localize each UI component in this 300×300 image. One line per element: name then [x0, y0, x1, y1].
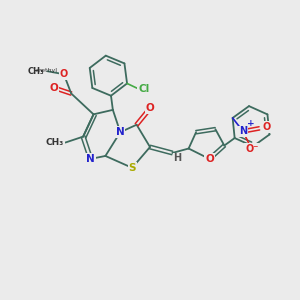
Text: N: N	[86, 154, 95, 164]
Text: Cl: Cl	[138, 84, 149, 94]
Text: O: O	[60, 69, 68, 79]
Text: CH₃: CH₃	[28, 67, 44, 76]
Text: S: S	[128, 163, 136, 173]
Text: N: N	[239, 126, 247, 136]
Text: O: O	[49, 82, 58, 93]
Text: O: O	[205, 154, 214, 164]
Text: O: O	[263, 122, 271, 132]
Text: N: N	[116, 127, 125, 137]
Text: CH₃: CH₃	[46, 138, 64, 147]
Text: +: +	[247, 118, 254, 127]
Text: O⁻: O⁻	[245, 144, 259, 154]
Text: O: O	[146, 103, 154, 113]
Text: H: H	[174, 153, 182, 163]
Text: methyl: methyl	[35, 68, 57, 73]
